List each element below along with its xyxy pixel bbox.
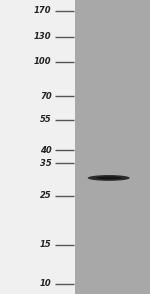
Bar [0,0,75,294]
Text: 25: 25 [40,191,52,200]
Text: 15: 15 [40,240,52,249]
Text: 35: 35 [40,158,52,168]
Ellipse shape [88,175,130,181]
Text: 130: 130 [34,32,52,41]
Text: 100: 100 [34,57,52,66]
Text: 55: 55 [40,115,52,124]
Text: 70: 70 [40,92,52,101]
Text: 10: 10 [40,279,52,288]
Text: 40: 40 [40,146,52,155]
Bar [75,0,150,294]
Text: 170: 170 [34,6,52,15]
Ellipse shape [96,176,121,179]
